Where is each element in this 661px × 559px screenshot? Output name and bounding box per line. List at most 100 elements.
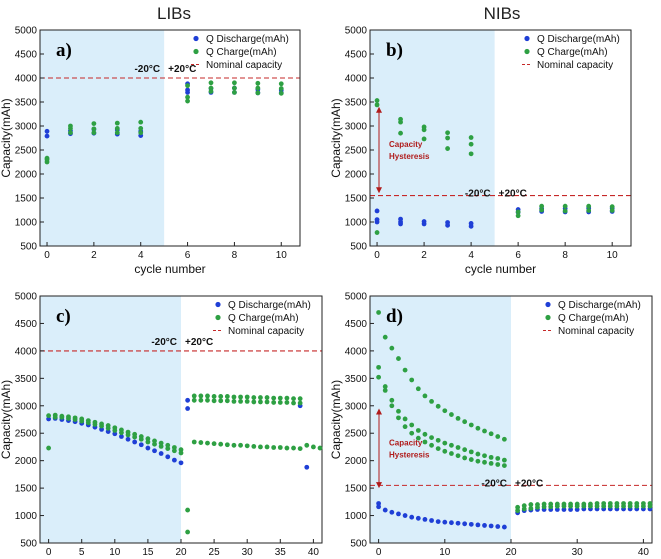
data-point bbox=[422, 516, 428, 522]
x-tick-label: 5 bbox=[79, 547, 85, 558]
data-point bbox=[374, 98, 380, 103]
data-point bbox=[376, 501, 382, 506]
data-point bbox=[389, 397, 395, 403]
data-point bbox=[59, 414, 65, 420]
data-point bbox=[224, 394, 230, 399]
data-point bbox=[85, 420, 91, 426]
series-charge bbox=[46, 393, 323, 535]
warm-temp-label: +20°C bbox=[185, 337, 213, 348]
data-point bbox=[435, 446, 441, 451]
data-point bbox=[422, 431, 428, 437]
x-tick-label: 10 bbox=[439, 547, 451, 558]
data-point bbox=[581, 501, 587, 507]
y-tick-label: 3500 bbox=[15, 98, 38, 109]
panel-b: 500 1000 1500 2000 2500 3000 3500 4000 4500 5000 0… bbox=[329, 26, 632, 276]
data-point bbox=[429, 398, 434, 404]
data-point bbox=[244, 398, 250, 404]
x-tick-label: 2 bbox=[421, 250, 427, 261]
data-point bbox=[284, 445, 290, 451]
x-tick-label: 6 bbox=[515, 250, 521, 261]
data-point bbox=[125, 436, 131, 442]
data-point bbox=[442, 448, 448, 454]
data-point bbox=[125, 432, 131, 438]
x-axis-label: cycle number bbox=[465, 262, 536, 276]
data-point bbox=[501, 436, 507, 442]
data-point bbox=[165, 442, 171, 448]
data-point bbox=[165, 454, 171, 460]
data-point bbox=[462, 455, 468, 461]
legend-label: Q Charge(mAh) bbox=[206, 47, 277, 58]
data-point bbox=[601, 501, 607, 506]
y-tick-label: 2000 bbox=[15, 170, 38, 181]
data-point bbox=[374, 208, 380, 214]
panel-d: 500 1000 1500 2000 2500 3000 3500 4000 4500 5000 0… bbox=[329, 292, 653, 558]
data-point bbox=[255, 80, 261, 86]
y-axis-label: Capacity(mAh) bbox=[329, 380, 343, 459]
data-point bbox=[158, 451, 164, 456]
data-point bbox=[171, 445, 177, 450]
data-point bbox=[539, 203, 545, 209]
data-point bbox=[594, 501, 600, 506]
data-point bbox=[138, 130, 144, 136]
data-point bbox=[44, 133, 50, 139]
data-point bbox=[515, 209, 521, 215]
legend-label: Q Charge(mAh) bbox=[537, 47, 608, 58]
x-tick-label: 25 bbox=[209, 547, 221, 558]
legend-label: Q Discharge(mAh) bbox=[558, 300, 641, 311]
data-point bbox=[468, 141, 474, 147]
x-tick-label: 0 bbox=[374, 250, 380, 261]
data-point bbox=[586, 203, 592, 209]
data-point bbox=[382, 388, 388, 393]
data-point bbox=[398, 130, 403, 136]
data-point bbox=[231, 394, 237, 400]
data-point bbox=[178, 460, 184, 466]
y-tick-label: 500 bbox=[350, 242, 367, 253]
data-point bbox=[255, 85, 261, 91]
data-point bbox=[132, 434, 138, 440]
data-point bbox=[238, 398, 243, 404]
data-point bbox=[462, 521, 468, 527]
legend-label: Nominal capacity bbox=[228, 326, 304, 337]
data-point bbox=[468, 521, 474, 527]
data-point bbox=[152, 448, 157, 454]
data-point bbox=[208, 85, 214, 91]
data-point bbox=[374, 102, 380, 108]
data-point bbox=[91, 126, 97, 132]
x-tick-label: 0 bbox=[44, 250, 50, 261]
data-point bbox=[586, 208, 592, 213]
data-point bbox=[376, 374, 382, 380]
data-point bbox=[79, 418, 85, 424]
x-tick-label: 20 bbox=[505, 547, 517, 558]
panel-a: 500 1000 1500 2000 2500 3000 3500 4000 4500 5000 0… bbox=[0, 26, 301, 276]
data-point bbox=[374, 230, 380, 235]
data-point bbox=[304, 442, 310, 448]
data-point bbox=[409, 377, 415, 383]
y-tick-label: 2500 bbox=[345, 429, 368, 440]
legend-marker-charge bbox=[215, 314, 221, 321]
cold-region-b bbox=[370, 30, 495, 246]
data-point bbox=[561, 507, 567, 512]
data-point bbox=[185, 98, 190, 104]
data-point bbox=[119, 434, 124, 439]
y-tick-label: 1500 bbox=[345, 194, 368, 205]
data-point bbox=[482, 523, 487, 528]
data-point bbox=[251, 399, 257, 405]
data-point bbox=[449, 442, 454, 448]
data-point bbox=[449, 412, 454, 417]
data-point bbox=[264, 444, 270, 450]
data-point bbox=[614, 501, 620, 506]
data-point bbox=[165, 446, 171, 451]
data-point bbox=[389, 403, 395, 409]
data-point bbox=[521, 503, 527, 509]
legend-label: Q Charge(mAh) bbox=[558, 313, 629, 324]
x-tick-label: 30 bbox=[572, 547, 584, 558]
data-point bbox=[382, 507, 388, 513]
y-tick-label: 3500 bbox=[345, 98, 368, 109]
data-point bbox=[562, 208, 568, 214]
data-point bbox=[528, 506, 534, 511]
legend-marker-discharge bbox=[524, 35, 530, 42]
data-point bbox=[495, 462, 501, 467]
data-point bbox=[488, 454, 494, 460]
data-point bbox=[145, 439, 151, 445]
data-point bbox=[528, 502, 534, 507]
